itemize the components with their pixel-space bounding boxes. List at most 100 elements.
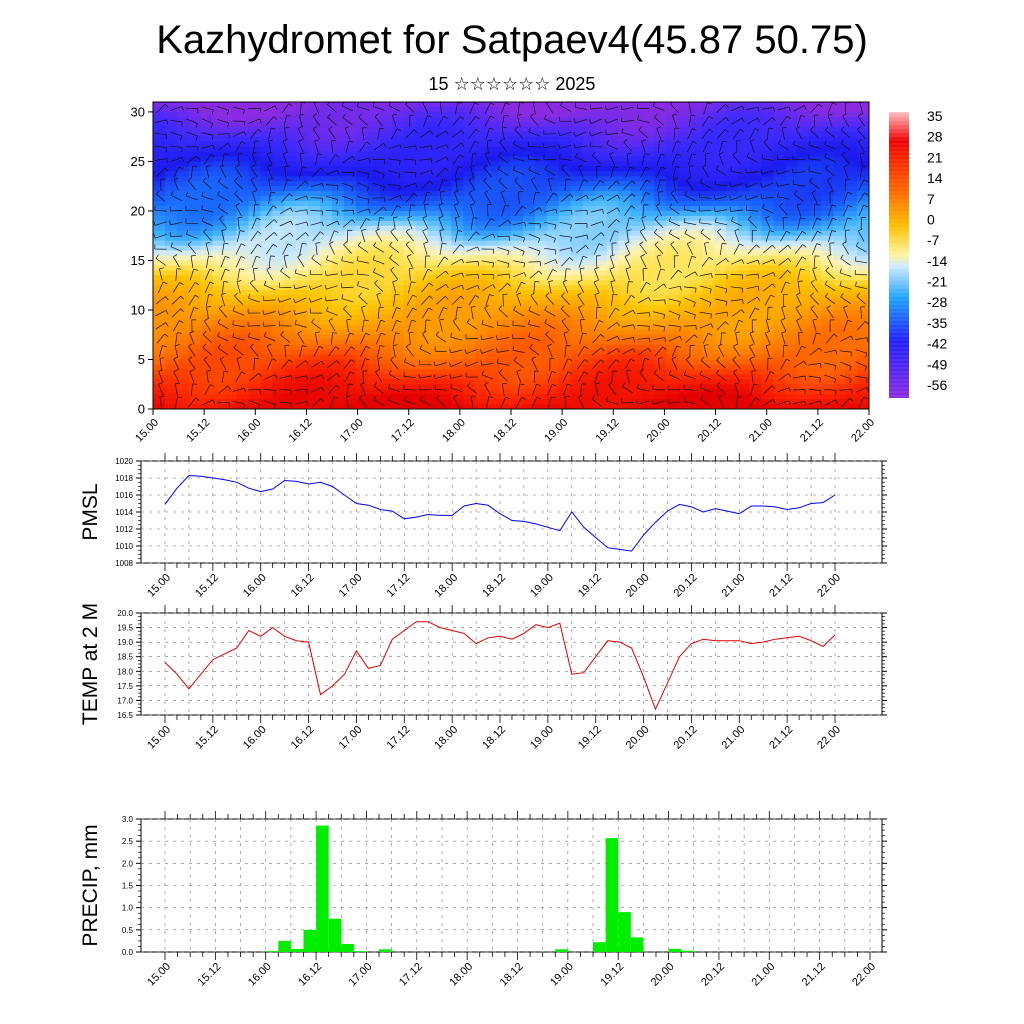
heatmap-cell — [248, 191, 261, 197]
wind-barb — [577, 279, 585, 293]
heatmap-cell — [511, 146, 524, 153]
wind-barb — [686, 177, 694, 191]
heatmap-cell — [666, 290, 679, 296]
heatmap-cell — [511, 300, 524, 306]
heatmap-cell — [176, 141, 190, 148]
heatmap-cell — [857, 186, 869, 192]
heatmap-cell — [666, 295, 679, 301]
heatmap-cell — [522, 280, 536, 286]
heatmap-cell — [534, 161, 548, 167]
x-tick-label: 16.12 — [287, 417, 315, 445]
heatmap-cell — [725, 359, 739, 366]
heatmap-cell — [845, 270, 858, 276]
heatmap-cell — [355, 225, 369, 232]
heatmap-cell — [379, 102, 393, 108]
heatmap-cell — [522, 201, 536, 207]
heatmap-cell — [487, 225, 500, 232]
wind-barb — [611, 242, 617, 256]
heatmap-cell — [379, 285, 393, 291]
wind-barb — [388, 184, 401, 191]
heatmap-cell — [558, 369, 572, 375]
wind-barb — [652, 385, 665, 391]
heatmap-cell — [379, 215, 393, 222]
heatmap-cell — [797, 151, 810, 158]
heatmap-cell — [188, 314, 202, 321]
heatmap-cell — [355, 201, 369, 207]
heatmap-cell — [713, 215, 727, 222]
wind-barb — [280, 267, 291, 279]
heatmap-cell — [690, 364, 703, 370]
heatmap-cell — [713, 131, 727, 138]
heatmap-cell — [773, 399, 787, 405]
heatmap-cell — [797, 394, 810, 400]
heatmap-cell — [690, 215, 703, 222]
heatmap-cell — [558, 379, 572, 385]
heatmap-cell — [594, 349, 608, 356]
wind-barb — [579, 267, 585, 281]
wind-barb — [573, 118, 587, 124]
heatmap-cell — [415, 295, 429, 301]
wind-barb — [512, 260, 526, 268]
heatmap-cell — [678, 309, 691, 316]
heatmap-cell — [164, 250, 178, 257]
heatmap-cell — [236, 290, 250, 296]
heatmap-cell — [713, 205, 727, 212]
heatmap-cell — [296, 334, 309, 341]
heatmap-cell — [511, 384, 524, 390]
heatmap-cell — [153, 235, 166, 242]
wind-barb — [466, 318, 478, 330]
wind-barb — [562, 279, 569, 294]
heatmap-cell — [522, 260, 536, 266]
heatmap-cell — [821, 389, 834, 395]
wind-barb — [640, 192, 650, 204]
wind-barb — [640, 254, 647, 268]
heatmap-cell — [284, 399, 297, 405]
heatmap-cell — [164, 349, 178, 356]
heatmap-cell — [379, 230, 393, 237]
heatmap-cell — [260, 235, 273, 242]
heatmap-cell — [427, 334, 440, 341]
heatmap-cell — [678, 290, 691, 296]
heatmap-cell — [415, 255, 429, 262]
heatmap-cell — [749, 235, 763, 242]
wind-barb — [622, 382, 633, 394]
heatmap-cell — [320, 220, 333, 227]
heatmap-cell — [415, 275, 429, 281]
heatmap-cell — [713, 364, 727, 370]
heatmap-cell — [320, 374, 333, 380]
heatmap-cell — [678, 354, 691, 361]
wind-barb — [169, 220, 183, 226]
heatmap-cell — [606, 404, 619, 409]
wind-barb — [173, 369, 180, 383]
heatmap-cell — [427, 186, 440, 192]
heatmap-cell — [164, 225, 178, 232]
heatmap-cell — [355, 305, 369, 311]
heatmap-cell — [272, 186, 285, 192]
heatmap-cell — [618, 116, 631, 123]
heatmap-cell — [499, 111, 512, 118]
heatmap-cell — [296, 230, 309, 237]
heatmap-cell — [511, 324, 524, 331]
heatmap-cell — [606, 300, 619, 306]
heatmap-cell — [725, 290, 739, 296]
wind-barb — [797, 280, 803, 294]
heatmap-cell — [427, 255, 440, 262]
heatmap-cell — [499, 389, 512, 395]
heatmap-cell — [821, 399, 834, 405]
heatmap-cell — [367, 250, 381, 257]
wind-barb — [419, 344, 431, 355]
heatmap-cell — [522, 255, 536, 262]
heatmap-cell — [367, 191, 381, 197]
heatmap-cell — [343, 280, 357, 286]
heatmap-cell — [463, 334, 476, 341]
heatmap-cell — [821, 230, 834, 237]
heatmap-cell — [308, 151, 321, 158]
heatmap-cell — [379, 394, 393, 400]
heatmap-cell — [188, 102, 202, 108]
heatmap-cell — [773, 121, 787, 128]
heatmap-cell — [845, 265, 858, 271]
heatmap-cell — [236, 196, 250, 202]
wind-barb — [419, 145, 433, 151]
wind-barb — [829, 319, 835, 332]
wind-barb — [859, 152, 865, 166]
